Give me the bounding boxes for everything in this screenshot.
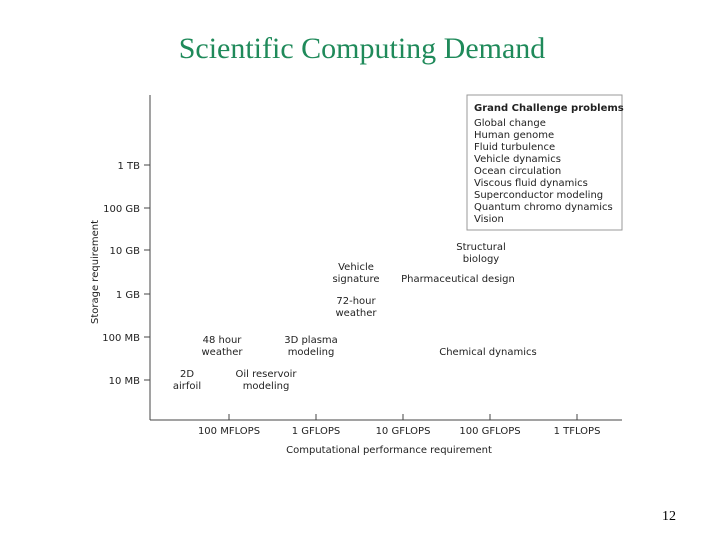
y-tick-label: 1 TB (117, 161, 140, 172)
legend-item: Viscous fluid dynamics (474, 178, 588, 189)
problem-label: 72-hour (336, 296, 376, 307)
slide-title: Scientific Computing Demand (179, 32, 546, 65)
legend-item: Fluid turbulence (474, 142, 555, 153)
problem-label: airfoil (173, 381, 201, 392)
x-tick-label: 100 GFLOPS (459, 426, 520, 437)
problem-label: 3D plasma (284, 335, 338, 346)
x-tick-label: 1 GFLOPS (292, 426, 341, 437)
legend-item: Global change (474, 118, 546, 129)
x-tick-label: 1 TFLOPS (554, 426, 601, 437)
y-tick-label: 10 GB (109, 246, 140, 257)
problem-label: Vehicle (338, 262, 374, 273)
legend-item: Human genome (474, 130, 554, 141)
problem-label: biology (463, 254, 499, 265)
problem-label: 48 hour (203, 335, 243, 346)
legend-item: Quantum chromo dynamics (474, 202, 613, 213)
problem-label: modeling (243, 381, 290, 392)
y-tick-label: 100 GB (103, 204, 140, 215)
problem-label: Oil reservoir (235, 369, 297, 380)
problem-label: weather (336, 308, 378, 319)
legend-item: Vehicle dynamics (474, 154, 561, 165)
legend-item: Superconductor modeling (474, 190, 603, 201)
x-tick-label: 10 GFLOPS (376, 426, 431, 437)
legend-item: Vision (474, 214, 504, 225)
y-tick-label: 100 MB (102, 333, 140, 344)
problem-label: Pharmaceutical design (401, 274, 515, 285)
x-axis-label: Computational performance requirement (286, 445, 492, 456)
problem-label: Chemical dynamics (439, 347, 537, 358)
problem-label: weather (202, 347, 244, 358)
legend-box (466, 94, 623, 231)
legend-item: Ocean circulation (474, 166, 561, 177)
problem-label: modeling (288, 347, 335, 358)
problem-label: 2D (180, 369, 194, 380)
y-axis-label: Storage requirement (90, 220, 101, 324)
problem-label: Structural (456, 242, 506, 253)
legend-title: Grand Challenge problems (474, 103, 624, 114)
y-tick-label: 1 GB (116, 290, 140, 301)
x-tick-label: 100 MFLOPS (198, 426, 260, 437)
y-tick-label: 10 MB (109, 376, 141, 387)
problem-label: signature (332, 274, 379, 285)
page-number: 12 (662, 509, 676, 524)
